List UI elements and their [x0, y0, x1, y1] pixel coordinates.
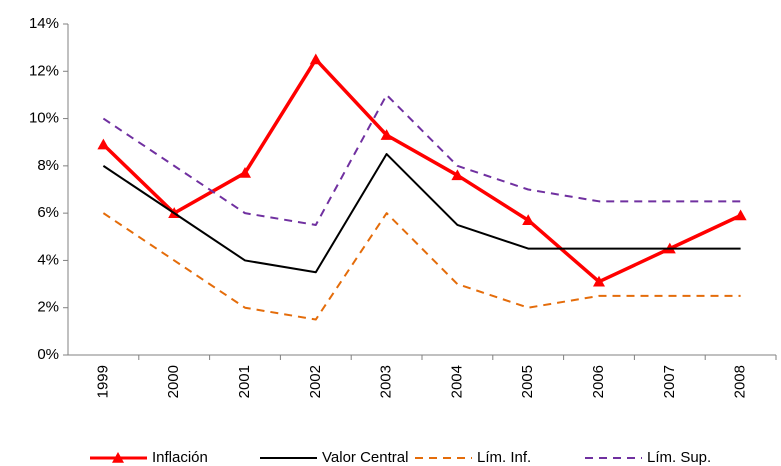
marker: [593, 275, 605, 287]
marker: [309, 53, 322, 65]
y-tick-label: 0%: [37, 346, 59, 363]
marker: [239, 166, 251, 178]
x-tick-label: 2000: [165, 365, 182, 398]
series-line: [102, 212, 741, 321]
legend-label: Lím. Inf.: [477, 449, 531, 466]
y-tick-label: 4%: [37, 251, 59, 268]
marker: [451, 169, 464, 181]
legend-label: Lím. Sup.: [647, 449, 711, 466]
series-line: [102, 93, 741, 226]
marker: [97, 138, 110, 150]
marker: [380, 129, 393, 140]
x-tick-label: 2007: [661, 365, 678, 398]
y-tick-label: 14%: [29, 15, 59, 32]
y-tick-label: 10%: [29, 110, 59, 127]
legend-marker: [112, 452, 124, 463]
x-tick-label: 1999: [94, 365, 111, 398]
x-tick-label: 2004: [448, 365, 465, 398]
y-tick-label: 12%: [29, 62, 59, 79]
x-tick-label: 2001: [236, 365, 253, 398]
series-line: [102, 57, 742, 284]
y-tick-label: 6%: [37, 204, 59, 221]
x-tick-label: 2003: [378, 365, 395, 398]
marker: [522, 214, 535, 226]
legend-label: Valor Central: [322, 449, 408, 466]
y-tick-label: 2%: [37, 299, 59, 316]
x-tick-label: 2005: [519, 365, 536, 398]
x-tick-label: 2006: [590, 365, 607, 398]
legend-label: Inflación: [152, 449, 208, 466]
x-tick-label: 2008: [732, 365, 749, 398]
y-tick-label: 8%: [37, 157, 59, 174]
marker: [734, 209, 747, 221]
x-tick-label: 2002: [307, 365, 324, 398]
series-line: [102, 153, 741, 274]
